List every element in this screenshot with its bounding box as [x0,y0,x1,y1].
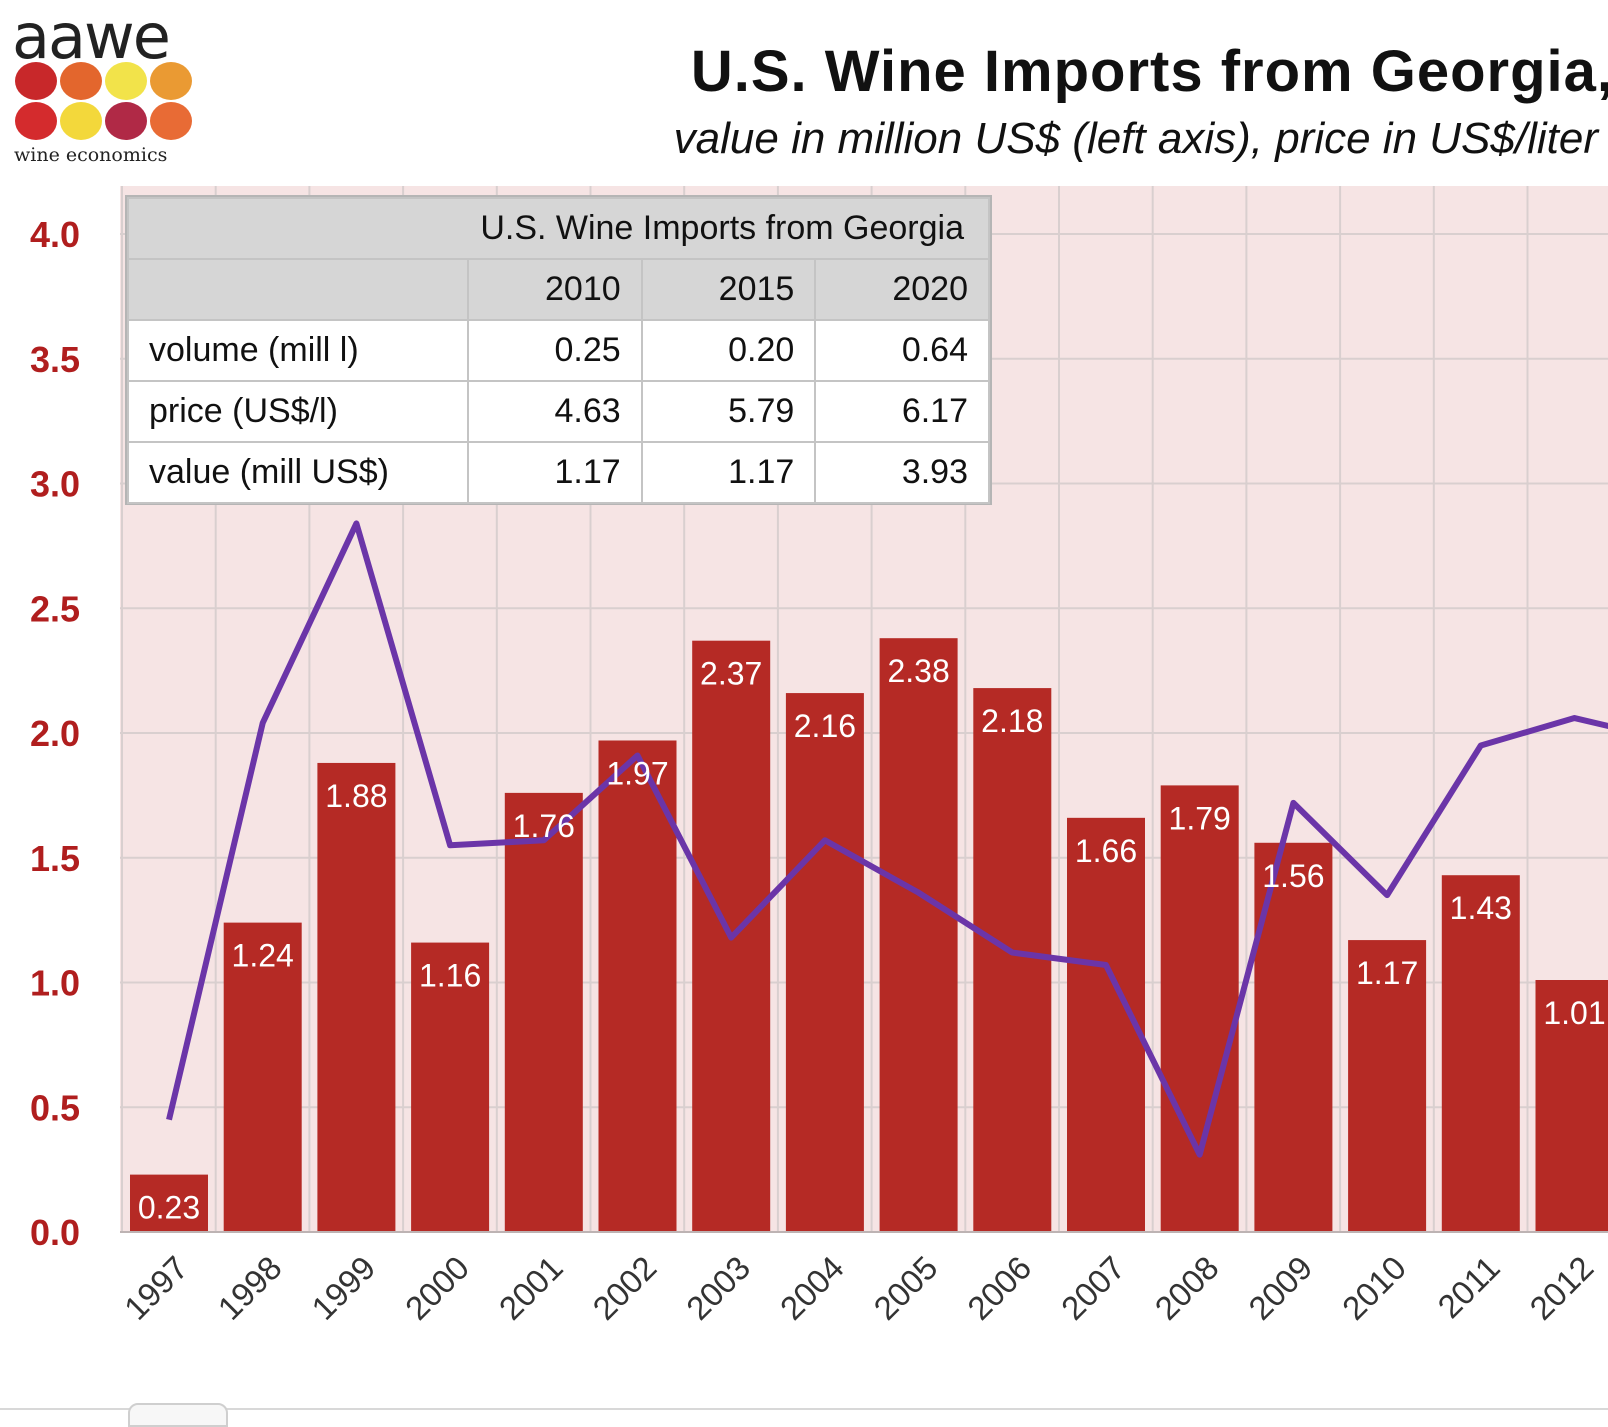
inset-header-empty [128,259,468,320]
x-tick-label: 2009 [1241,1249,1319,1327]
bar-data-label: 1.16 [419,958,481,994]
bar [317,763,395,1232]
bar-data-label: 1.17 [1356,955,1418,991]
inset-col-header: 2015 [642,259,816,320]
bar-data-label: 1.76 [513,808,575,844]
y-tick-label: 4.0 [30,214,80,255]
bar-data-label: 1.24 [232,938,294,974]
x-tick-label: 2001 [492,1249,570,1327]
x-tick-label: 1998 [211,1249,289,1327]
x-tick-label: 1999 [304,1249,382,1327]
inset-cell: 5.79 [642,381,816,442]
bar-data-label: 2.37 [700,656,762,692]
inset-row-volume: volume (mill l) 0.25 0.20 0.64 [128,320,989,381]
inset-table-grid: U.S. Wine Imports from Georgia 2010 2015… [127,197,990,504]
inset-cell: 0.25 [468,320,642,381]
bar [880,638,958,1232]
inset-row-value: value (mill US$) 1.17 1.17 3.93 [128,442,989,503]
bar [1442,875,1520,1232]
bar-data-label: 1.97 [606,755,668,791]
bar-data-label: 2.18 [981,703,1043,739]
x-tick-label: 2003 [679,1249,757,1327]
y-tick-label: 0.0 [30,1212,80,1253]
x-tick-label: 2010 [1335,1249,1413,1327]
bar-data-label: 0.23 [138,1190,200,1226]
x-tick-label: 2002 [585,1249,663,1327]
bar-data-label: 1.79 [1169,800,1231,836]
bar-data-label: 1.88 [325,778,387,814]
y-tick-label: 1.0 [30,963,80,1004]
inset-cell: 0.20 [642,320,816,381]
x-tick-label: 2004 [773,1249,851,1327]
bar-data-label: 1.56 [1262,858,1324,894]
inset-cell: 4.63 [468,381,642,442]
inset-title-row: U.S. Wine Imports from Georgia [128,198,989,259]
y-tick-label: 2.5 [30,588,80,629]
x-tick-label: 2006 [960,1249,1038,1327]
sheet-tab[interactable] [128,1403,228,1427]
inset-row-label: volume (mill l) [128,320,468,381]
y-tick-label: 0.5 [30,1087,80,1128]
y-tick-label: 3.5 [30,339,80,380]
bar [1161,785,1239,1232]
inset-header-row: 2010 2015 2020 [128,259,989,320]
bar [973,688,1051,1232]
x-tick-label: 2000 [398,1249,476,1327]
bar-data-label: 1.66 [1075,833,1137,869]
x-tick-label: 2008 [1148,1249,1226,1327]
inset-col-header: 2020 [815,259,989,320]
x-tick-label: 1997 [117,1249,195,1327]
bottom-divider [0,1408,1608,1410]
inset-table: U.S. Wine Imports from Georgia 2010 2015… [125,195,992,505]
inset-col-header: 2010 [468,259,642,320]
inset-cell: 3.93 [815,442,989,503]
inset-row-label: value (mill US$) [128,442,468,503]
bar-data-label: 1.01 [1543,995,1605,1031]
bar-data-label: 2.38 [887,653,949,689]
x-tick-label: 2005 [866,1249,944,1327]
bar-data-label: 1.43 [1450,890,1512,926]
y-tick-label: 3.0 [30,464,80,505]
bar [505,793,583,1232]
y-tick-label: 1.5 [30,838,80,879]
x-tick-label: 2012 [1522,1249,1600,1327]
x-tick-label: 2011 [1430,1249,1506,1325]
x-tick-label: 2007 [1054,1249,1132,1327]
y-tick-label: 2.0 [30,713,80,754]
inset-table-title: U.S. Wine Imports from Georgia [128,198,989,259]
inset-row-price: price (US$/l) 4.63 5.79 6.17 [128,381,989,442]
inset-row-label: price (US$/l) [128,381,468,442]
inset-cell: 1.17 [468,442,642,503]
inset-cell: 0.64 [815,320,989,381]
inset-cell: 6.17 [815,381,989,442]
bar-data-label: 2.16 [794,708,856,744]
bar [786,693,864,1232]
inset-cell: 1.17 [642,442,816,503]
